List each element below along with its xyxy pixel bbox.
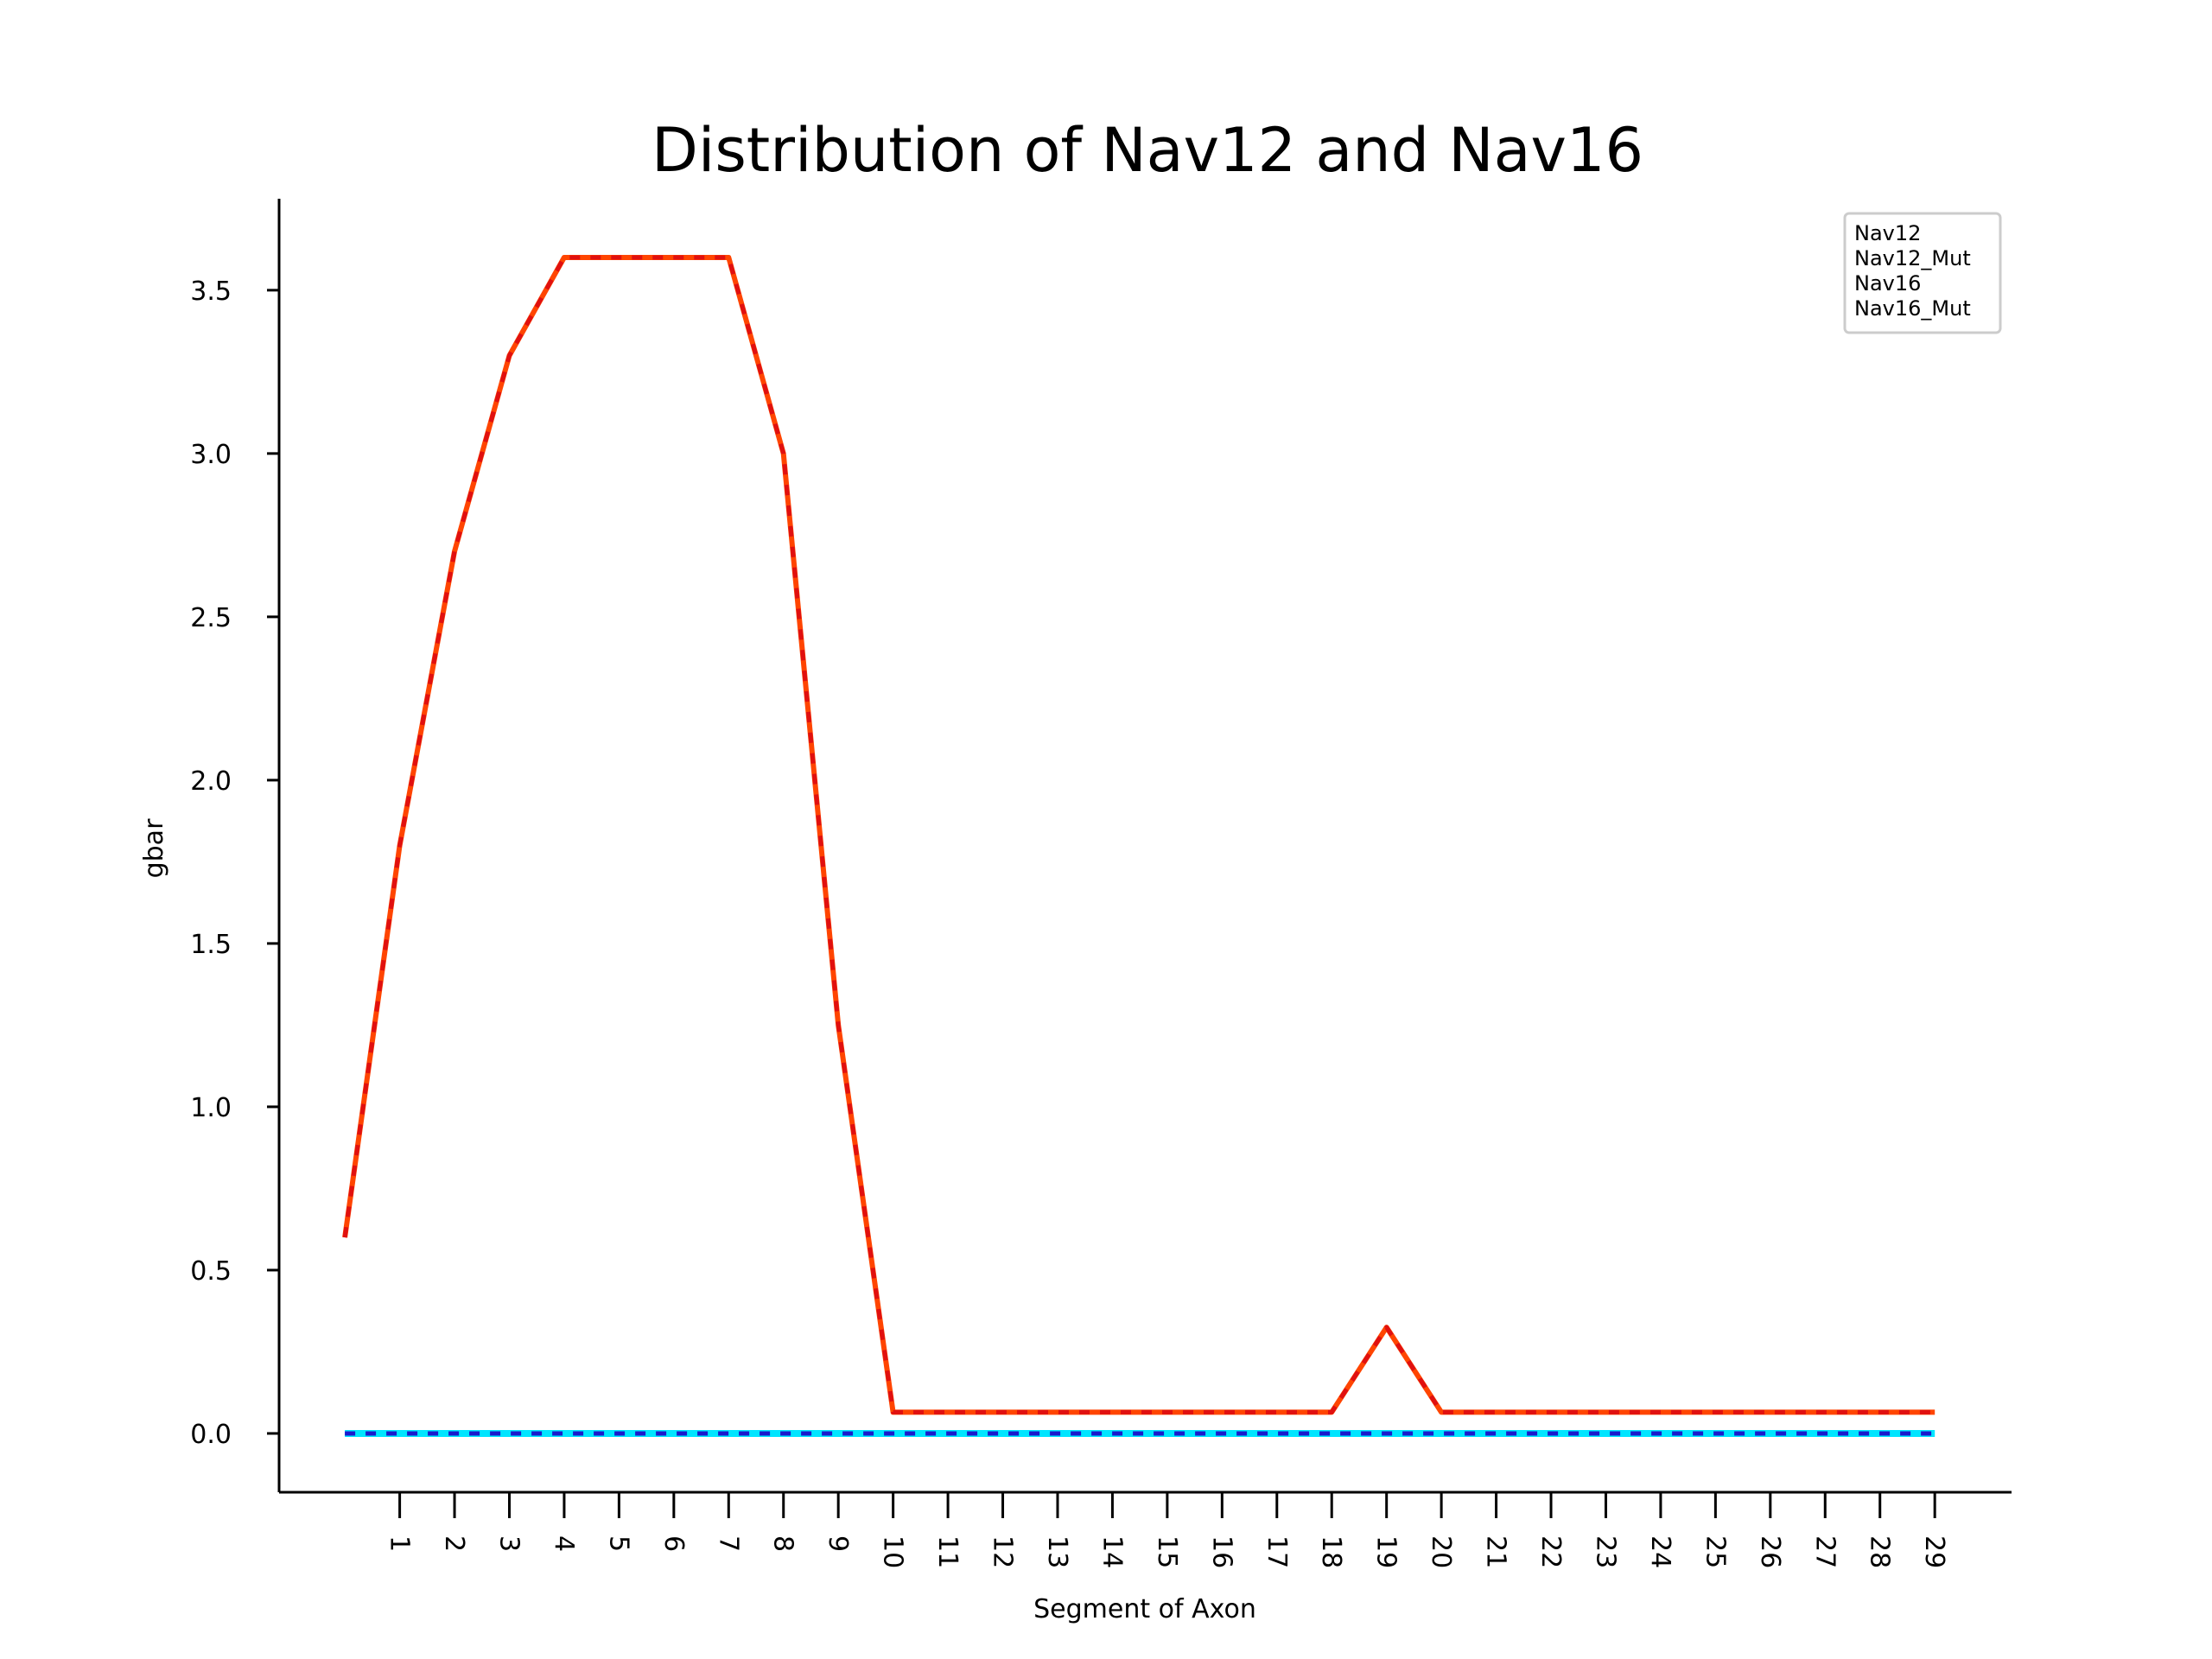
x-tick-label: 1: [385, 1535, 415, 1552]
x-tick-label: 14: [1096, 1535, 1127, 1568]
x-tick-label: 7: [713, 1535, 743, 1552]
x-tick-label: 22: [1535, 1535, 1566, 1568]
legend-entry-nav12-mut: Nav12_Mut: [1854, 246, 1971, 270]
y-tick-label: 1.5: [190, 930, 232, 960]
y-axis-label: gbar: [139, 818, 169, 878]
x-axis-label: Segment of Axon: [1033, 1594, 1256, 1624]
x-tick-label: 11: [932, 1535, 963, 1568]
x-tick-label: 18: [1316, 1535, 1346, 1568]
x-tick-label: 10: [878, 1535, 908, 1568]
x-tick-label: 23: [1590, 1535, 1620, 1568]
y-tick-label: 2.5: [190, 603, 232, 633]
x-ticks: 1 2 3 4 5 6 7 8 9 10 11 12 13 14 15 16 17 18 19 20 21 22 23 24 2…: [385, 1492, 1949, 1568]
y-tick-label: 2.0: [190, 766, 232, 797]
series-lines: [342, 255, 1936, 1437]
x-tick-label: 5: [603, 1535, 633, 1552]
x-tick-label: 25: [1700, 1535, 1730, 1568]
x-tick-label: 9: [823, 1535, 853, 1552]
y-tick-label: 0.5: [190, 1256, 232, 1287]
legend-box: [1843, 212, 2002, 334]
x-tick-label: 2: [439, 1535, 469, 1552]
y-tick-label: 3.0: [190, 440, 232, 470]
axes: [277, 199, 2012, 1494]
x-tick-label: 8: [768, 1535, 798, 1552]
x-tick-label: 27: [1809, 1535, 1840, 1568]
series-line-nav12: [342, 255, 1936, 1415]
y-tick-label: 3.5: [190, 276, 232, 307]
x-tick-label: 4: [549, 1535, 579, 1552]
y-tick-label: 1.0: [190, 1093, 232, 1123]
x-tick-label: 16: [1206, 1535, 1236, 1568]
legend-entry-nav16-mut: Nav16_Mut: [1854, 296, 1971, 321]
x-tick-label: 19: [1371, 1535, 1402, 1568]
legend: Nav12 Nav12_Mut Nav16 Nav16_Mut: [1843, 212, 2002, 334]
x-tick-label: 26: [1755, 1535, 1785, 1568]
series-line-nav12-mut: [342, 255, 1936, 1414]
y-ticks: 0.0 0.5 1.0 1.5 2.0 2.5 3.0 3.5: [190, 276, 279, 1450]
x-tick-label: 20: [1426, 1535, 1456, 1568]
x-tick-label: 21: [1481, 1535, 1511, 1568]
x-tick-label: 28: [1865, 1535, 1895, 1568]
y-tick-label: 0.0: [190, 1420, 232, 1450]
x-tick-label: 13: [1042, 1535, 1072, 1568]
x-tick-label: 15: [1152, 1535, 1182, 1568]
x-tick-label: 24: [1645, 1535, 1675, 1568]
x-tick-label: 12: [988, 1535, 1018, 1568]
x-tick-label: 17: [1262, 1535, 1292, 1568]
chart-title: Distribution of Nav12 and Nav16: [652, 115, 1643, 186]
x-tick-label: 3: [493, 1535, 524, 1552]
legend-entry-nav16: Nav16: [1854, 271, 1921, 296]
x-tick-label: 29: [1919, 1535, 1949, 1568]
x-tick-label: 6: [658, 1535, 689, 1552]
legend-entry-nav12: Nav12: [1854, 221, 1921, 245]
